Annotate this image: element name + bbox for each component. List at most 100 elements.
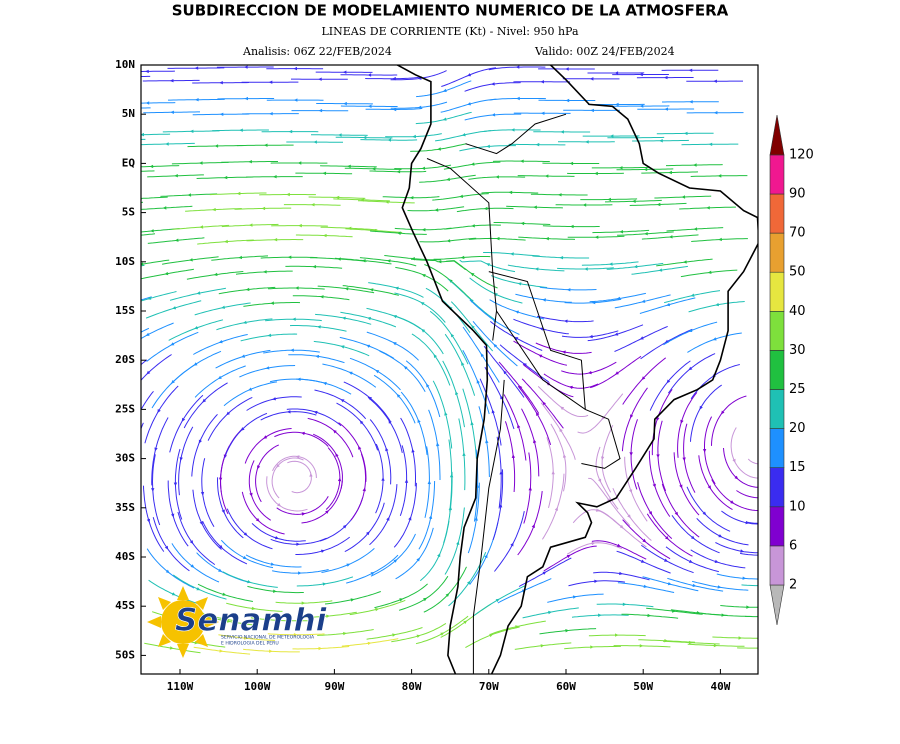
streamline — [547, 437, 553, 508]
stream-arrow — [311, 203, 315, 206]
streamline — [480, 379, 501, 446]
stream-arrow — [347, 165, 351, 168]
streamline — [449, 552, 486, 606]
stream-arrow — [629, 452, 633, 456]
streamline — [340, 312, 396, 327]
streamline — [225, 413, 267, 458]
lat-label: 25S — [115, 402, 135, 415]
stream-arrow — [123, 379, 127, 383]
streamline — [192, 414, 218, 476]
stream-arrow — [560, 130, 564, 133]
streamline — [318, 286, 374, 293]
stream-arrow — [664, 76, 668, 79]
stream-arrow — [739, 636, 743, 640]
lat-label: 45S — [115, 599, 135, 612]
stream-arrow — [320, 295, 324, 298]
stream-arrow — [491, 113, 495, 116]
streamline — [547, 594, 603, 602]
stream-arrow — [629, 489, 632, 493]
stream-arrow — [150, 165, 154, 168]
streamline — [297, 577, 353, 586]
streamline — [203, 521, 247, 564]
streamline — [246, 555, 302, 567]
legend-label: 40 — [789, 304, 806, 319]
streamline — [195, 303, 251, 315]
stream-arrow — [545, 237, 549, 240]
stream-arrow — [443, 89, 447, 92]
stream-arrow — [135, 417, 138, 421]
stream-arrow — [594, 172, 598, 175]
streamline — [360, 258, 416, 266]
stream-arrow — [486, 263, 490, 266]
stream-arrow — [174, 174, 178, 177]
legend-label: 15 — [789, 460, 806, 475]
streamline — [208, 397, 252, 440]
stream-arrow — [326, 615, 330, 618]
lon-label: 110W — [167, 680, 194, 693]
stream-arrow — [715, 303, 719, 306]
stream-arrow — [521, 222, 525, 225]
stream-arrow — [713, 337, 717, 340]
stream-arrow — [343, 71, 347, 74]
stream-arrow — [317, 325, 321, 328]
stream-arrow — [632, 200, 636, 203]
stream-arrow — [370, 288, 374, 291]
stream-arrow — [170, 646, 174, 649]
stream-arrow — [298, 224, 302, 228]
stream-arrow — [447, 239, 451, 242]
streamline — [689, 302, 745, 312]
streamline — [273, 456, 317, 478]
stream-arrow — [462, 452, 465, 456]
stream-arrow — [298, 571, 302, 574]
streamline — [678, 392, 697, 457]
legend-swatch — [770, 272, 784, 311]
stream-arrow — [368, 105, 372, 108]
legend-label: 2 — [789, 578, 797, 593]
stream-arrow — [264, 144, 268, 147]
stream-arrow — [263, 270, 267, 273]
streamline — [374, 584, 427, 608]
stream-arrow — [288, 256, 292, 259]
streamline — [325, 592, 381, 605]
lat-label: 10N — [115, 58, 135, 71]
stream-arrow — [343, 102, 347, 106]
stream-arrow — [515, 311, 519, 314]
stream-arrow — [120, 75, 124, 78]
streamline — [416, 616, 468, 644]
stream-arrow — [190, 130, 194, 133]
stream-arrow — [656, 454, 659, 458]
stream-arrow — [150, 229, 154, 232]
legend-label: 6 — [789, 538, 797, 553]
streamline — [590, 293, 646, 301]
stream-arrow — [722, 613, 726, 616]
streamline — [508, 265, 565, 271]
stream-arrow — [545, 174, 549, 177]
streamline — [170, 288, 226, 300]
stream-arrow — [293, 67, 297, 70]
legend-label: 50 — [789, 265, 806, 280]
stream-arrow — [405, 479, 408, 483]
stream-arrow — [170, 111, 174, 114]
valid-time: Valido: 00Z 24/FEB/2024 — [534, 45, 675, 58]
stream-arrow — [249, 223, 253, 226]
stream-arrow — [535, 267, 539, 270]
stream-arrow — [529, 487, 532, 491]
legend-label: 90 — [789, 187, 806, 202]
streamline — [596, 447, 618, 509]
stream-arrow — [495, 175, 499, 178]
stream-arrow — [187, 193, 191, 197]
streamline — [313, 434, 342, 489]
stream-arrow — [541, 112, 545, 115]
stream-arrow — [659, 139, 663, 143]
stream-arrow — [381, 477, 384, 481]
streamline — [712, 480, 761, 511]
lat-label: 20S — [115, 353, 135, 366]
title: SUBDIRECCION DE MODELAMIENTO NUMERICO DE… — [172, 2, 729, 20]
stream-arrow — [691, 294, 695, 297]
stream-arrow — [694, 227, 698, 230]
stream-arrow — [290, 349, 294, 352]
streamline — [411, 259, 466, 270]
stream-arrow — [363, 136, 367, 139]
stream-arrow — [286, 193, 290, 196]
stream-arrow — [219, 340, 223, 343]
